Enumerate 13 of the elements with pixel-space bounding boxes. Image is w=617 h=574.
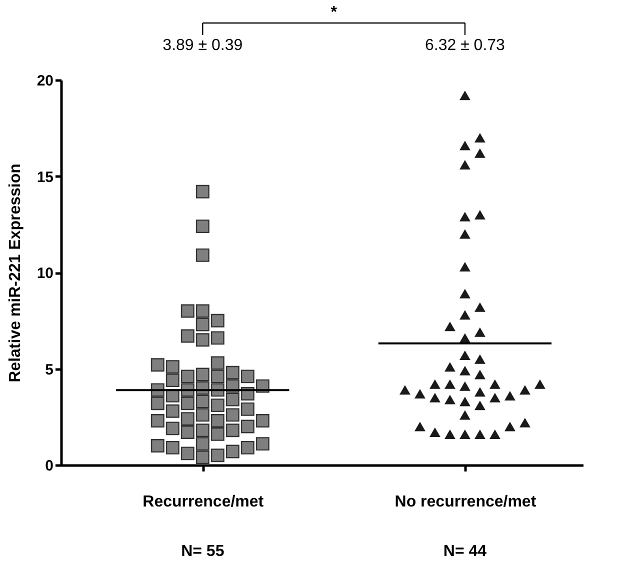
y-tick-label: 10	[36, 265, 54, 282]
y-tick-label: 0	[45, 458, 54, 474]
y-tick-label: 20	[36, 72, 54, 90]
text: N= 55	[181, 543, 224, 560]
x-tick-label: Recurrence/met	[142, 494, 264, 510]
x-tick-label: No recurrence/met	[394, 494, 537, 510]
text: 3.89 ± 0.39	[162, 37, 243, 54]
y-tick-label: 15	[36, 168, 54, 186]
text: 6.32 ± 0.73	[424, 37, 506, 54]
y-tick-label: 5	[45, 361, 54, 378]
text: *	[330, 4, 338, 21]
text: N= 44	[443, 543, 487, 560]
y-axis-title: Relative miR-221 Expression	[6, 164, 24, 382]
